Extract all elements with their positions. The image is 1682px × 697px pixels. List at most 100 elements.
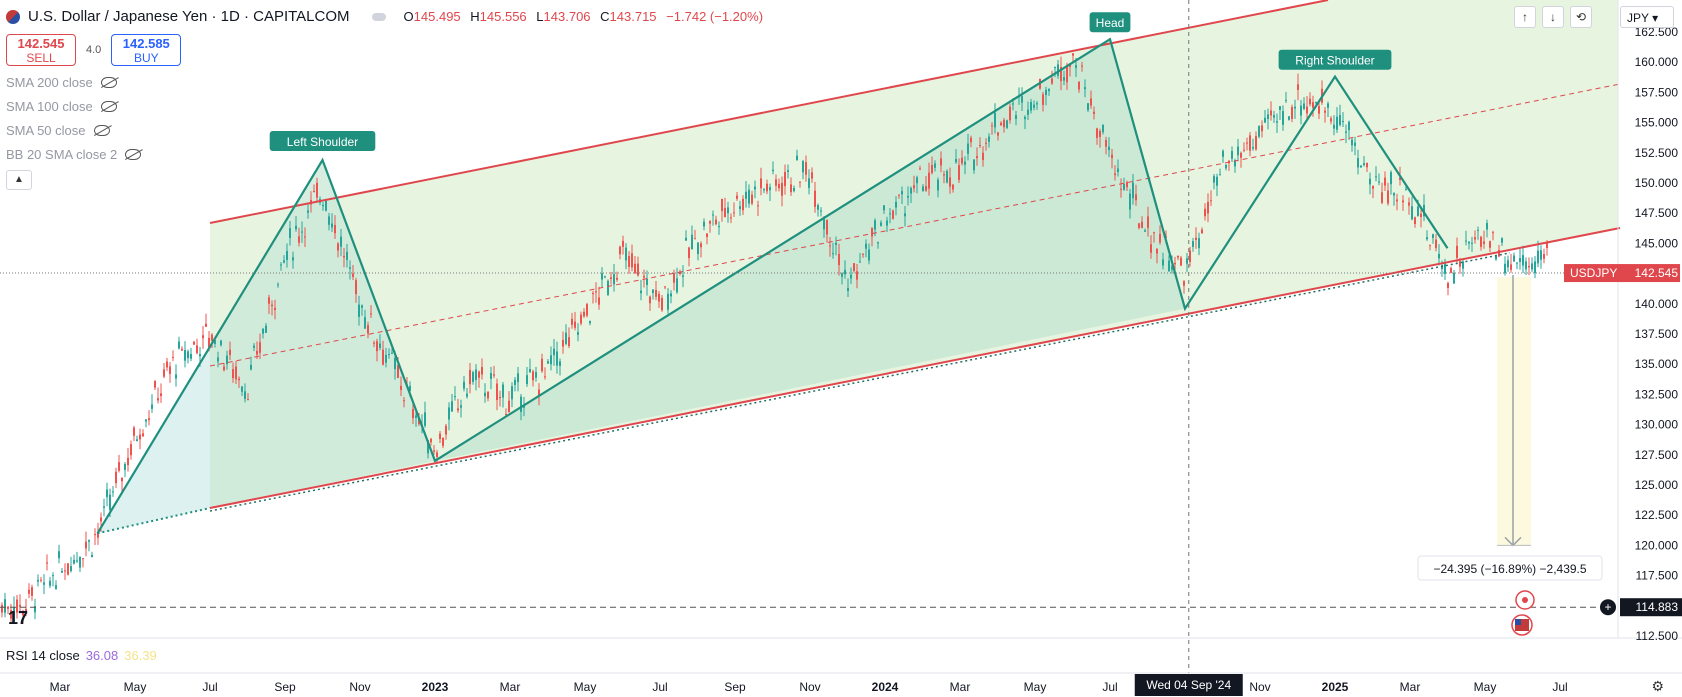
candle-body — [1489, 241, 1491, 248]
candle-body — [253, 345, 255, 348]
channel-bottom-line[interactable] — [209, 227, 1621, 509]
rsi-legend[interactable]: RSI 14 close 36.08 36.39 — [6, 648, 157, 663]
pattern-label[interactable]: Right Shoulder — [1295, 54, 1374, 68]
candle-body — [595, 291, 597, 293]
x-tick-label: Mar — [50, 680, 71, 694]
candle-body — [1393, 193, 1395, 196]
candle-body — [1075, 65, 1077, 68]
candle-body — [274, 307, 276, 310]
candle-body — [151, 404, 153, 409]
candle-body — [544, 376, 546, 378]
candle-body — [784, 172, 786, 187]
candle-body — [118, 462, 120, 471]
candle-body — [1036, 103, 1038, 105]
currency-select[interactable]: JPY ▾ — [1620, 6, 1674, 28]
candle-body — [1465, 240, 1467, 242]
candle-body — [910, 187, 912, 194]
candle-body — [1255, 136, 1257, 150]
symbol-title[interactable]: U.S. Dollar / Japanese Yen · 1D · CAPITA… — [28, 8, 350, 25]
candle-body — [121, 477, 123, 482]
candle-body — [1429, 244, 1431, 246]
candle-body — [1249, 135, 1251, 151]
candle-body — [1543, 254, 1545, 259]
candle-body — [1468, 241, 1470, 244]
y-tick-label: 117.500 — [1636, 569, 1679, 583]
arrow-up-icon[interactable]: ↑ — [1514, 6, 1536, 28]
x-tick-label: May — [1474, 680, 1497, 694]
candle-body — [178, 341, 180, 349]
candle-body — [1258, 126, 1260, 137]
candle-body — [469, 369, 471, 385]
candle-body — [37, 579, 39, 582]
candle-body — [1237, 146, 1239, 156]
hidden-eye-icon[interactable] — [125, 149, 142, 160]
candle-body — [190, 354, 192, 359]
pattern-label[interactable]: Head — [1096, 16, 1125, 30]
candle-body — [733, 212, 735, 214]
candle-body — [301, 231, 303, 233]
buy-button[interactable]: 142.585 BUY — [111, 34, 182, 66]
pattern-label[interactable]: Left Shoulder — [287, 135, 358, 149]
indicator-sma50[interactable]: SMA 50 close — [6, 123, 110, 138]
channel-mid-line[interactable] — [209, 83, 1621, 367]
channel-top-line[interactable] — [209, 0, 1329, 224]
restore-icon[interactable]: ⟲ — [1570, 6, 1592, 28]
candle-body — [619, 246, 621, 255]
candle-body — [892, 210, 894, 219]
candle-body — [175, 374, 177, 379]
candle-body — [1042, 94, 1044, 105]
crosshair-date-tag — [1134, 674, 1243, 696]
head-shoulders-pattern[interactable] — [96, 37, 1449, 534]
indicator-sma200[interactable]: SMA 200 close — [6, 75, 117, 90]
gear-icon[interactable]: ⚙ — [1651, 678, 1664, 694]
hidden-eye-icon[interactable] — [100, 101, 117, 112]
candle-body — [1156, 248, 1158, 254]
candle-body — [55, 585, 57, 589]
candle-body — [1213, 176, 1215, 183]
candle-body — [229, 349, 231, 356]
candle-body — [817, 205, 819, 210]
y-axis[interactable]: 162.500 160.000 157.500 155.000 152.500 150.0… — [1635, 25, 1679, 643]
candle-body — [1048, 88, 1050, 92]
collapse-pill-icon[interactable] — [371, 12, 386, 21]
candle-body — [214, 340, 216, 344]
collapse-indicators-button[interactable]: ▲ — [6, 170, 32, 190]
candle-body — [304, 236, 306, 238]
candle-body — [772, 169, 774, 172]
candle-body — [508, 400, 510, 413]
x-axis[interactable]: Mar May Jul Sep Nov 2023 Mar May Jul Sep Nov 2024 Ma… — [50, 680, 1568, 694]
tradingview-logo-icon[interactable]: 17 — [8, 608, 28, 628]
candle-body — [238, 378, 240, 381]
candle-body — [1414, 217, 1416, 225]
hidden-eye-icon[interactable] — [100, 77, 117, 88]
candle-body — [1396, 199, 1398, 202]
projection-label-box — [1417, 555, 1603, 581]
indicator-sma100[interactable]: SMA 100 close — [6, 99, 117, 114]
candle-body — [220, 340, 222, 346]
candle-body — [103, 506, 105, 508]
candle-body — [367, 325, 369, 334]
candle-body — [1477, 229, 1479, 231]
arrow-down-icon[interactable]: ↓ — [1542, 6, 1564, 28]
hidden-eye-icon[interactable] — [93, 125, 110, 136]
candle-body — [967, 143, 969, 154]
candle-body — [829, 245, 831, 247]
candle-body — [328, 216, 330, 225]
candle-body — [199, 354, 201, 357]
indicator-bb20[interactable]: BB 20 SMA close 2 — [6, 147, 142, 162]
candle-body — [541, 358, 543, 372]
candle-body — [280, 264, 282, 266]
candle-body — [838, 253, 840, 266]
candle-body — [412, 408, 414, 419]
sell-button[interactable]: 142.545 SELL — [6, 34, 76, 66]
candle-body — [1072, 53, 1074, 56]
candle-body — [826, 219, 828, 235]
candle-body — [1198, 238, 1200, 249]
candle-body — [1357, 158, 1359, 168]
candle-body — [844, 269, 846, 275]
candle-body — [715, 219, 717, 225]
candle-body — [232, 369, 234, 379]
candle-body — [535, 371, 537, 378]
add-alert-icon[interactable] — [1600, 599, 1616, 616]
